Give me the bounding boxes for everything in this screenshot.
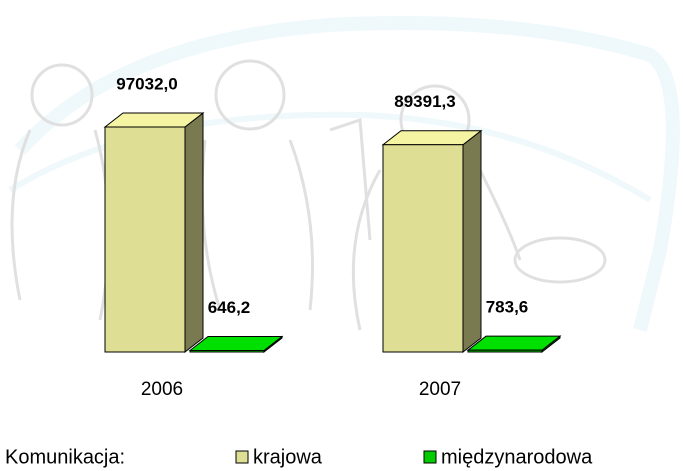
bar — [105, 127, 185, 352]
bar-side — [463, 131, 481, 352]
bar-top — [105, 113, 203, 127]
legend-label: międzynarodowa — [441, 446, 593, 468]
bar-top — [383, 131, 481, 145]
legend-swatch — [236, 451, 248, 463]
bar — [468, 350, 542, 352]
bar — [383, 145, 463, 352]
value-label: 97032,0 — [116, 74, 177, 93]
value-label: 646,2 — [208, 298, 251, 317]
x-tick-label: 2007 — [419, 379, 461, 400]
bar-side — [185, 113, 203, 352]
legend-label: krajowa — [253, 446, 323, 468]
value-label: 89391,3 — [394, 92, 455, 111]
chart: Komunikacja: 2006 97032,0 646,2 2007 89391,3… — [0, 0, 683, 471]
bar — [190, 351, 264, 352]
value-label: 783,6 — [486, 298, 529, 317]
legend-title: Komunikacja: — [5, 446, 125, 468]
x-tick-label: 2006 — [141, 379, 183, 400]
legend-swatch — [424, 451, 436, 463]
